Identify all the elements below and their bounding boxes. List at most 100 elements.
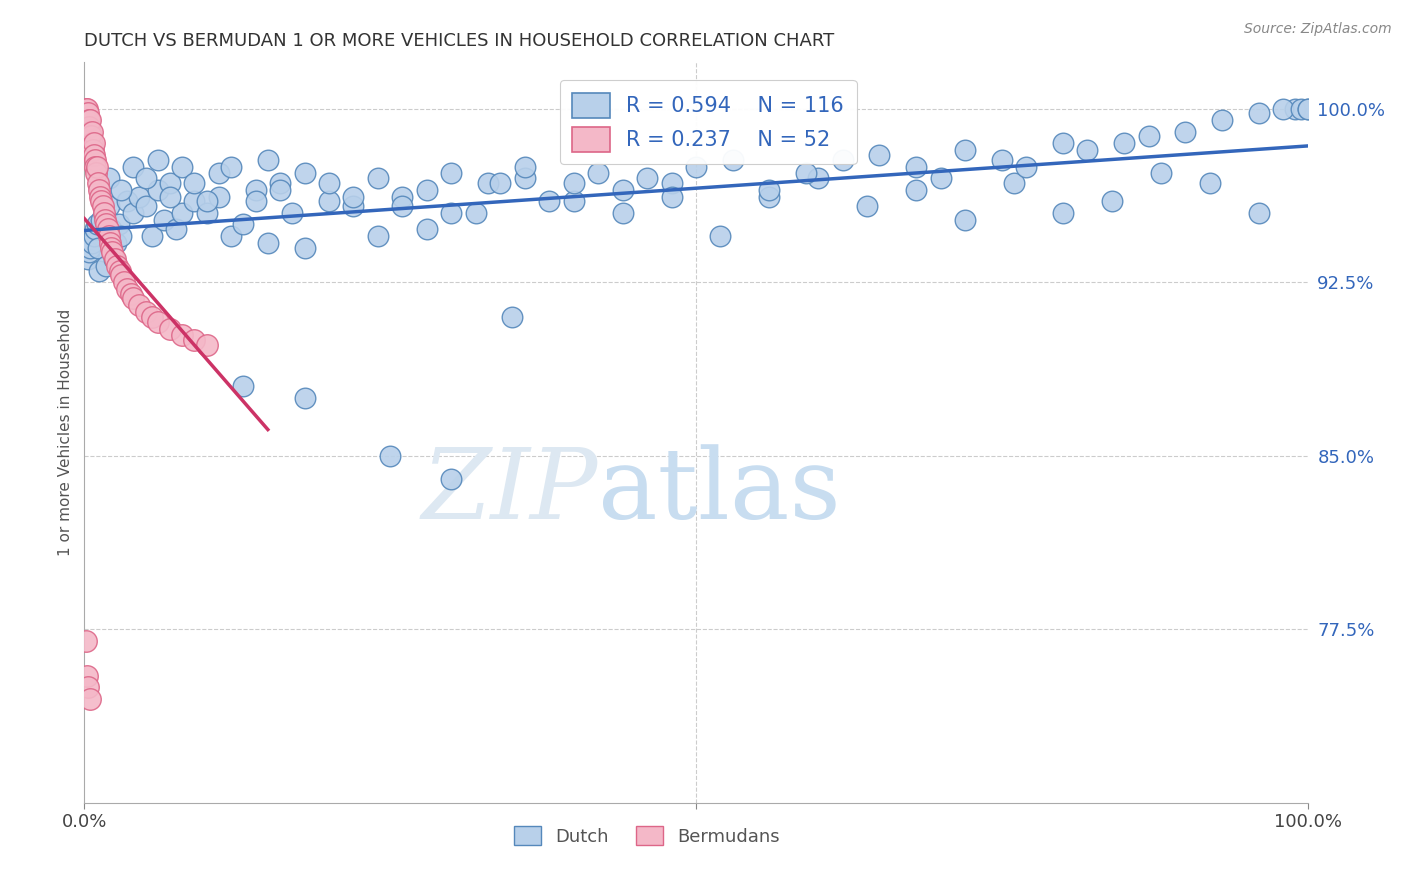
Point (83, 153, 105, 167)
Point (91, 199, 114, 213)
Point (342, 199, 364, 213)
Point (269, 176, 291, 190)
Point (1291, 102, 1313, 116)
Point (1076, 144, 1098, 158)
Point (146, 153, 169, 167)
Point (107, 218, 129, 232)
Point (342, 189, 364, 203)
Point (79, 113, 101, 128)
Point (135, 199, 157, 213)
Point (141, 310, 163, 324)
Point (96, 259, 118, 273)
Point (84, 166, 107, 180)
Point (77, 252, 100, 266)
Point (586, 166, 609, 180)
Point (953, 144, 976, 158)
Text: DUTCH VS BERMUDAN 1 OR MORE VEHICLES IN HOUSEHOLD CORRELATION CHART: DUTCH VS BERMUDAN 1 OR MORE VEHICLES IN … (84, 32, 835, 50)
Point (120, 286, 142, 301)
Point (1284, 102, 1306, 116)
Point (103, 252, 125, 266)
Point (80, 136, 103, 151)
Point (76, 113, 98, 128)
Point (367, 229, 389, 244)
Point (153, 212, 176, 227)
Text: Source: ZipAtlas.com: Source: ZipAtlas.com (1244, 22, 1392, 37)
Point (146, 315, 169, 329)
Point (122, 160, 145, 174)
Point (82, 125, 104, 139)
Point (440, 166, 463, 180)
Point (661, 189, 683, 203)
Point (758, 189, 780, 203)
Point (1211, 113, 1233, 128)
Point (141, 229, 163, 244)
Point (416, 222, 439, 236)
Point (281, 206, 304, 220)
Point (83, 148, 105, 162)
Point (709, 229, 731, 244)
Point (856, 199, 879, 213)
Point (97, 171, 120, 186)
Point (87, 240, 110, 255)
Point (1174, 125, 1197, 139)
Point (232, 379, 254, 393)
Point (135, 171, 157, 186)
Point (502, 310, 524, 324)
Point (77, 680, 100, 694)
Point (101, 245, 124, 260)
Point (269, 183, 291, 197)
Point (105, 259, 128, 273)
Point (112, 275, 135, 289)
Point (80, 129, 103, 144)
Point (128, 298, 150, 312)
Point (721, 153, 744, 167)
Point (195, 206, 218, 220)
Point (232, 218, 254, 232)
Point (87, 183, 110, 197)
Point (110, 229, 132, 244)
Point (100, 222, 122, 236)
Point (84, 160, 107, 174)
Point (165, 222, 187, 236)
Point (794, 166, 817, 180)
Point (1247, 106, 1270, 120)
Point (105, 235, 128, 250)
Text: ZIP: ZIP (422, 444, 598, 540)
Point (953, 212, 976, 227)
Point (294, 391, 316, 405)
Point (1247, 206, 1270, 220)
Point (128, 189, 150, 203)
Point (76, 668, 98, 682)
Point (76, 102, 98, 116)
Point (87, 263, 110, 277)
Point (93, 206, 115, 220)
Point (75, 106, 97, 120)
Point (219, 229, 242, 244)
Point (685, 160, 707, 174)
Point (183, 333, 205, 347)
Point (77, 120, 100, 135)
Point (208, 189, 231, 203)
Point (87, 176, 110, 190)
Point (79, 125, 101, 139)
Point (94, 212, 117, 227)
Point (440, 206, 463, 220)
Point (110, 183, 132, 197)
Point (97, 199, 120, 213)
Point (1052, 206, 1074, 220)
Point (477, 176, 499, 190)
Point (97, 222, 120, 236)
Point (172, 328, 194, 343)
Point (294, 166, 316, 180)
Point (1150, 166, 1173, 180)
Point (159, 189, 181, 203)
Point (612, 183, 634, 197)
Point (93, 206, 115, 220)
Point (489, 176, 512, 190)
Point (77, 245, 100, 260)
Point (208, 166, 231, 180)
Point (83, 229, 105, 244)
Point (440, 472, 463, 486)
Point (380, 449, 402, 463)
Point (257, 153, 280, 167)
